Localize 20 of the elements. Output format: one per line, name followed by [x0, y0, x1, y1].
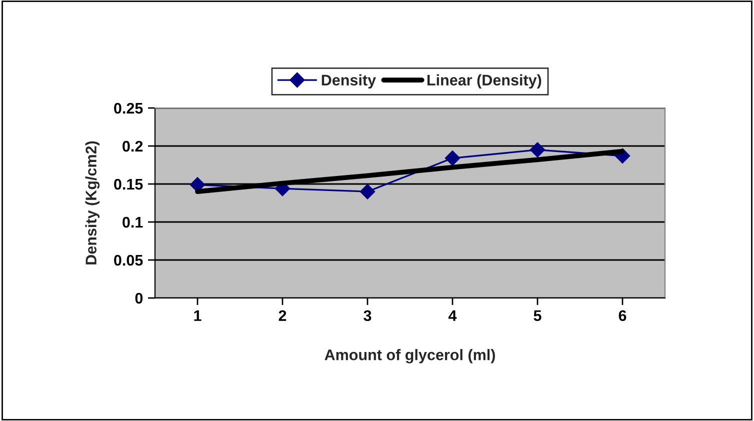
point: [444, 150, 460, 166]
x-axis-title: Amount of glycerol (ml): [324, 349, 495, 364]
point: [530, 142, 546, 158]
x-tick-label: 3: [364, 310, 372, 322]
y-tick-label: 0: [135, 292, 143, 304]
x-tick-label: 6: [618, 310, 626, 322]
x-tick-label: 5: [534, 310, 542, 322]
legend-label: Density: [322, 74, 376, 89]
x-tick-label: 1: [194, 310, 202, 321]
point: [190, 177, 206, 192]
x-tick-label: 4: [448, 310, 457, 321]
y-tick-label: 0.05: [114, 254, 143, 266]
y-tick-label: 0.15: [114, 178, 143, 190]
x-tick-label: 2: [278, 310, 286, 321]
y-axis-title: Density (Kg/cm2): [85, 141, 100, 264]
y-tick-label: 0.1: [122, 216, 143, 228]
y-tick-label: 0.25: [114, 102, 143, 114]
y-tick-label: 0.2: [122, 140, 143, 152]
legend-label: Linear (Density): [427, 74, 542, 89]
point: [360, 184, 376, 200]
